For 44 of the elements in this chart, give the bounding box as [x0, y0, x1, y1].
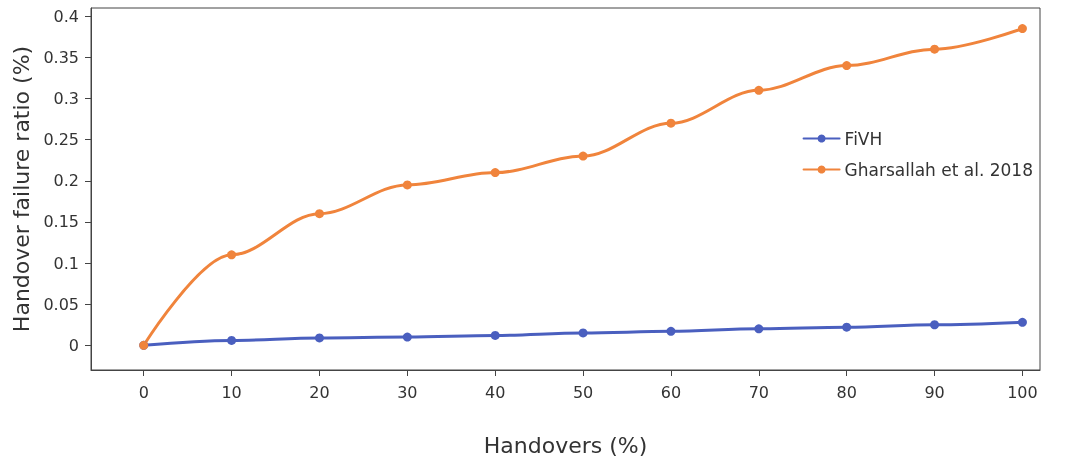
point	[578, 151, 588, 161]
point	[842, 61, 852, 71]
point	[578, 328, 588, 338]
point	[754, 85, 764, 95]
point	[490, 168, 500, 178]
x-tick-label: 80	[836, 382, 857, 402]
point	[402, 332, 412, 342]
x-tick-label: 20	[309, 382, 330, 402]
y-tick-label: 0	[68, 335, 79, 355]
x-tick-label: 10	[221, 382, 242, 402]
y-tick-label: 0.3	[53, 89, 79, 108]
y-tick-label: 0.35	[43, 47, 79, 67]
x-axis-title: Handovers (%)	[483, 432, 648, 458]
x-tick-label: 0	[138, 382, 149, 402]
point	[1017, 317, 1027, 327]
point	[490, 330, 500, 340]
y-axis-title: Handover failure ratio (%)	[8, 45, 34, 333]
legend-label: Gharsallah et al. 2018	[844, 159, 1034, 180]
x-tick-label: 60	[660, 382, 682, 402]
point	[842, 322, 852, 332]
point	[227, 335, 237, 345]
legend-label: FiVH	[844, 128, 883, 149]
y-tick-label: 0.1	[53, 253, 79, 273]
point	[930, 320, 940, 330]
y-tick-label: 0.25	[43, 130, 79, 150]
x-tick-label: 40	[485, 382, 506, 402]
x-tick-label: 70	[748, 382, 769, 402]
x-tick-label: 50	[572, 382, 594, 402]
point	[666, 326, 676, 336]
point	[1017, 24, 1027, 34]
y-tick-label: 0.4	[53, 6, 79, 26]
x-tick-label: 90	[924, 382, 945, 402]
point	[314, 333, 324, 343]
y-tick-label: 0.2	[53, 171, 79, 191]
point	[930, 44, 940, 54]
point	[314, 209, 324, 219]
point	[402, 180, 412, 190]
x-tick-label: 100	[1007, 382, 1038, 402]
y-tick-label: 0.15	[43, 212, 79, 232]
point	[666, 118, 676, 128]
point	[754, 324, 764, 334]
x-tick-label: 30	[397, 382, 418, 402]
point	[227, 250, 237, 260]
y-tick-label: 0.05	[43, 294, 79, 314]
